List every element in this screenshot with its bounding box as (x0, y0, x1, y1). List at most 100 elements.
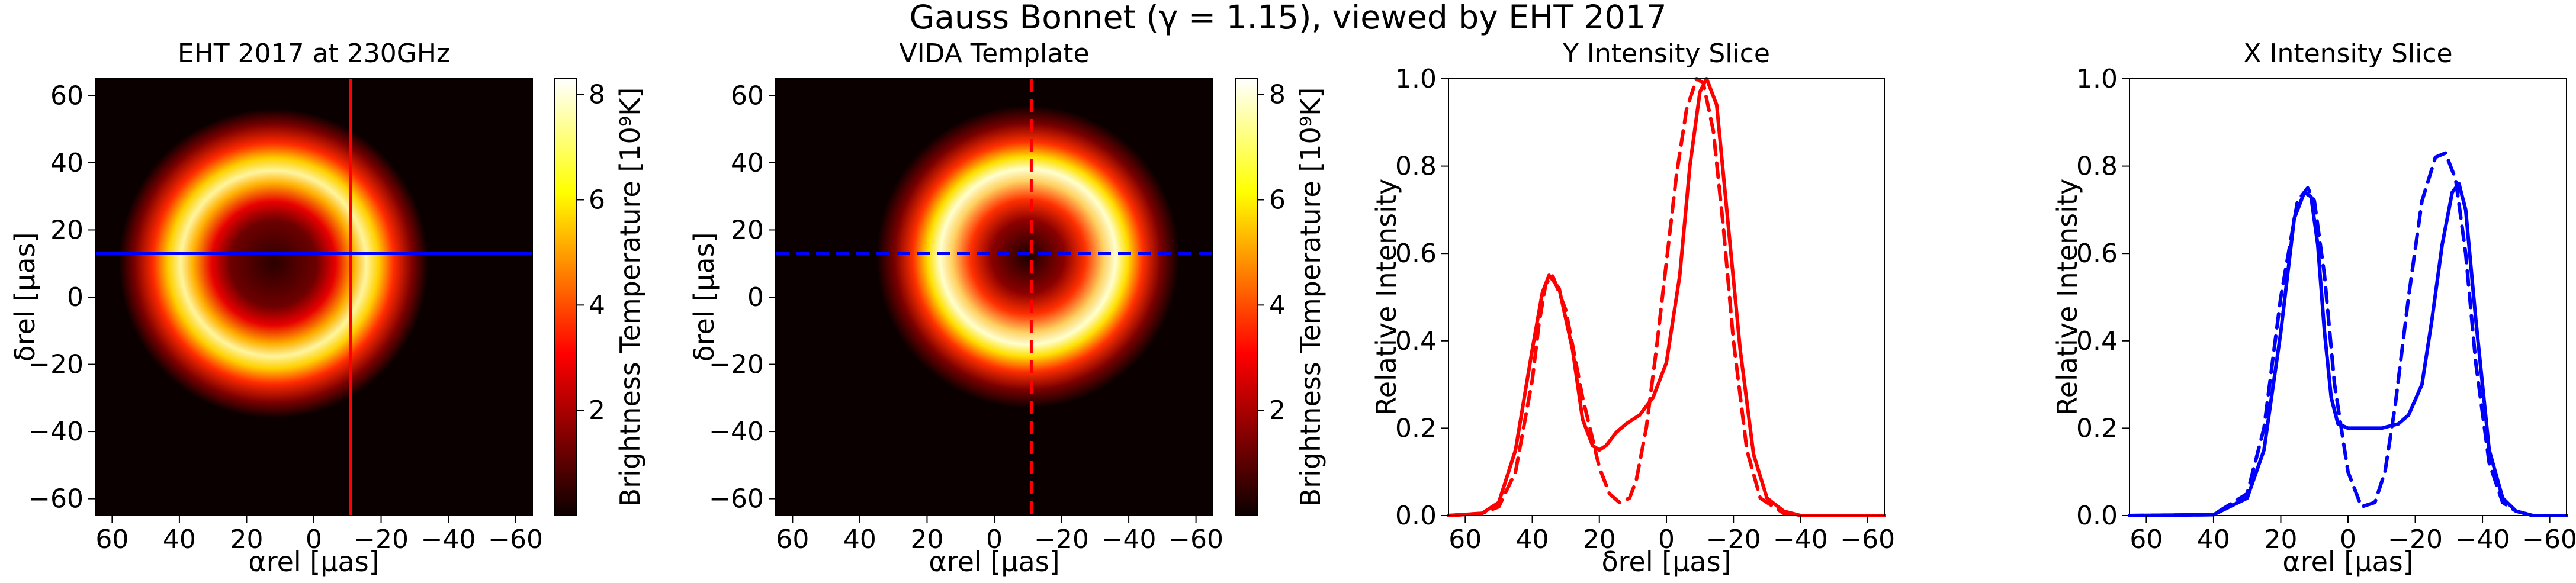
x-tick-label: 60 (2129, 524, 2163, 555)
x-ticks: 60 40 20 0 −20 −40 −60 (2129, 516, 2576, 555)
y-tick-label: 0 (747, 282, 764, 313)
figure-title: Gauss Bonnet (γ = 1.15), viewed by EHT 2… (910, 0, 1667, 36)
y-axis-label: Relative Intensity (1370, 179, 1402, 415)
x-tick-label: −60 (1168, 524, 1223, 555)
y-tick-label: 40 (50, 148, 83, 178)
x-tick-label: −60 (488, 524, 543, 555)
y-axis-label: δrel [μas] (688, 232, 720, 362)
y-tick-label: −40 (709, 417, 764, 447)
panel-y-slice: Y Intensity Slice 60 40 20 0 −20 −40 −60 0.00.… (1370, 38, 1895, 578)
y-axis-label: Relative Intensity (2051, 179, 2083, 415)
colorbar-ticks: 2 4 6 8 (1257, 80, 1286, 426)
y-tick-label: 0 (67, 282, 83, 313)
x-tick-label: 40 (2197, 524, 2230, 555)
x-tick-label: −20 (354, 524, 409, 555)
y-axis-label: δrel [μas] (9, 232, 41, 362)
colorbar-tick-label: 8 (1269, 80, 1286, 110)
series-line-dashed (1447, 77, 1886, 517)
panel-vida-heatmap: VIDA Template 60 40 20 0 −20 −40 −60 60 40 20 0 −2… (688, 38, 1326, 578)
x-axis-label: αrel [μas] (2282, 546, 2413, 578)
y-tick-label: 0.6 (1395, 239, 1437, 269)
y-tick-label: −60 (28, 484, 83, 514)
series-line-dashed (2128, 151, 2568, 517)
y-tick-label: −20 (28, 350, 83, 380)
x-tick-label: 40 (843, 524, 876, 555)
x-tick-label: −40 (1101, 524, 1157, 555)
panel-title: X Intensity Slice (2243, 38, 2452, 69)
y-tick-label: 0.8 (2076, 152, 2118, 182)
colorbar-ticks: 2 4 6 8 (577, 80, 605, 426)
x-ticks: 60 40 20 0 −20 −40 −60 (776, 516, 1223, 555)
y-tick-label: 0.4 (1395, 326, 1437, 356)
series-line-solid (2128, 182, 2568, 517)
colorbar-tick-label: 4 (589, 290, 605, 320)
y-tick-label: 0.8 (1395, 152, 1437, 182)
x-tick-label: −60 (2522, 524, 2576, 555)
panel-x-slice: X Intensity Slice 60 40 20 0 −20 −40 −60 0.00.… (2051, 38, 2576, 578)
x-tick-label: 20 (910, 524, 943, 555)
y-tick-label: 40 (731, 148, 764, 178)
x-axis-label: αrel [μas] (929, 546, 1059, 578)
y-tick-label: 20 (731, 215, 764, 245)
x-tick-label: 40 (1516, 524, 1549, 555)
y-ticks: 60 40 20 0 −20 −40 −60 (709, 80, 776, 514)
colorbar-tick-label: 6 (589, 185, 605, 215)
x-tick-label: −20 (1706, 524, 1761, 555)
y-tick-label: 0.0 (2076, 501, 2118, 531)
y-ticks: 60 40 20 0 −20 −40 −60 (28, 80, 95, 514)
y-tick-label: 20 (50, 215, 83, 245)
y-ticks: 0.0 0.2 0.4 0.6 0.8 1.0 (2076, 64, 2129, 531)
x-tick-label: 60 (95, 524, 129, 555)
series-group (2128, 151, 2568, 517)
panel-title: Y Intensity Slice (1562, 38, 1770, 69)
y-tick-label: 0.6 (2076, 239, 2118, 269)
y-tick-label: 1.0 (1395, 64, 1437, 94)
y-tick-label: 60 (50, 80, 83, 111)
x-ticks: 60 40 20 0 −20 −40 −60 (95, 516, 543, 555)
x-tick-label: 0 (306, 524, 322, 555)
plot-frame (2129, 78, 2567, 516)
x-tick-label: 20 (230, 524, 263, 555)
x-axis-label: δrel [μas] (1601, 546, 1731, 578)
y-ticks: 0.0 0.2 0.4 0.6 0.8 1.0 (1395, 64, 1448, 531)
x-tick-label: −40 (1773, 524, 1828, 555)
x-tick-label: 20 (2264, 524, 2297, 555)
y-tick-label: 0.2 (2076, 413, 2118, 443)
x-tick-label: 0 (2340, 524, 2356, 555)
y-tick-label: −60 (709, 484, 764, 514)
x-axis-label: αrel [μas] (248, 546, 379, 578)
y-tick-label: 0.2 (1395, 413, 1437, 443)
series-group (1447, 77, 1886, 517)
colorbar (554, 78, 577, 516)
colorbar-tick-label: 2 (589, 395, 605, 426)
x-tick-label: 60 (776, 524, 809, 555)
x-tick-label: 0 (986, 524, 1003, 555)
y-tick-label: 0.0 (1395, 501, 1437, 531)
x-tick-label: 60 (1448, 524, 1482, 555)
y-tick-label: 60 (731, 80, 764, 111)
emission-ring (876, 105, 1180, 408)
x-tick-label: 20 (1583, 524, 1616, 555)
x-tick-label: −40 (2455, 524, 2510, 555)
colorbar-tick-label: 4 (1269, 290, 1286, 320)
panel-title: VIDA Template (899, 38, 1089, 69)
colorbar (1235, 78, 1258, 516)
colorbar-tick-label: 2 (1269, 395, 1286, 426)
x-tick-label: −20 (1034, 524, 1089, 555)
emission-ring (118, 109, 429, 418)
colorbar-label: Brightness Temperature [10⁹K] (614, 88, 646, 507)
y-tick-label: 1.0 (2076, 64, 2118, 94)
y-tick-label: −20 (709, 350, 764, 380)
y-tick-label: −40 (28, 417, 83, 447)
colorbar-tick-label: 8 (589, 80, 605, 110)
x-tick-label: 0 (1658, 524, 1675, 555)
colorbar-label: Brightness Temperature [10⁹K] (1295, 88, 1326, 507)
x-ticks: 60 40 20 0 −20 −40 −60 (1448, 516, 1895, 555)
panel-eht-heatmap: EHT 2017 at 230GHz 60 40 20 0 −20 −40 −60 6040… (9, 38, 646, 578)
colorbar-tick-label: 6 (1269, 185, 1286, 215)
x-tick-label: −60 (1840, 524, 1895, 555)
y-tick-label: 0.4 (2076, 326, 2118, 356)
x-tick-label: −40 (421, 524, 476, 555)
x-tick-label: 40 (163, 524, 196, 555)
